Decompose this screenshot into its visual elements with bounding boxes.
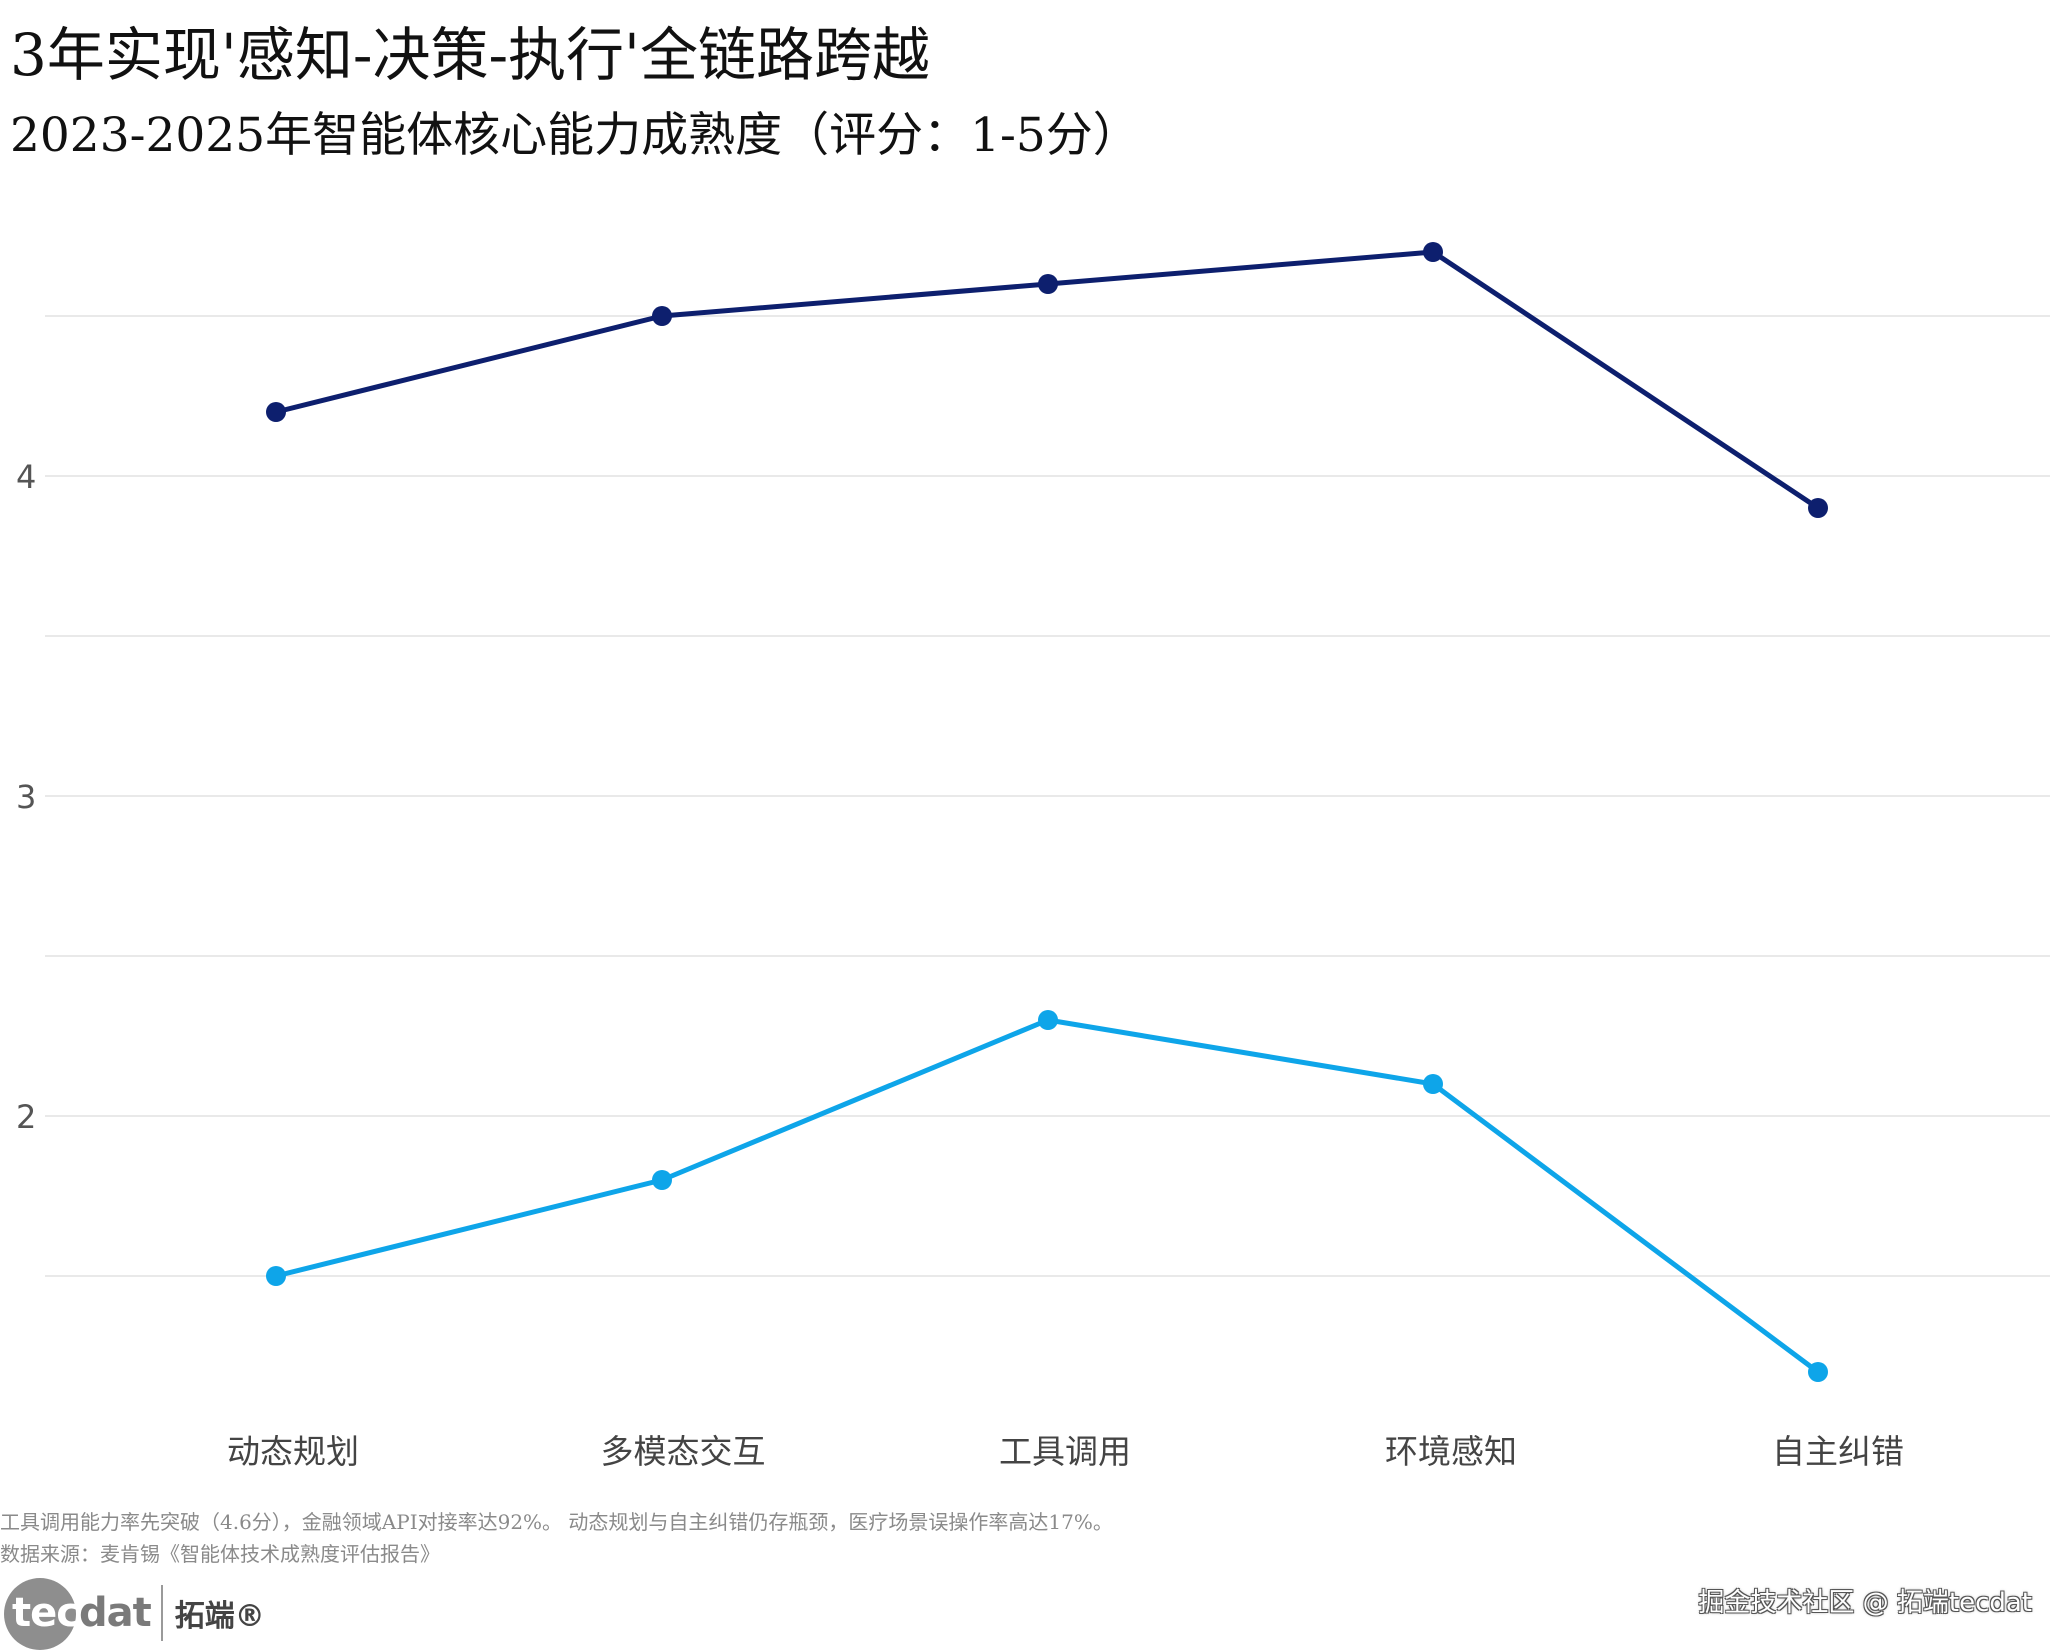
series-line-1	[275, 1017, 1820, 1375]
logo-text-dat: dat	[78, 1590, 152, 1636]
y-tick-label: 3	[16, 778, 36, 816]
x-tick-label: 动态规划	[227, 1432, 359, 1471]
watermark: 掘金技术社区 @ 拓端tecdat	[1698, 1588, 2032, 1618]
data-point	[652, 306, 672, 326]
y-tick-label: 2	[16, 1098, 36, 1136]
data-point	[1423, 242, 1443, 262]
data-point	[652, 1170, 672, 1190]
logo-text-tec: tec	[12, 1590, 80, 1636]
logo-text-cn: 拓端®	[174, 1599, 265, 1634]
data-point	[1038, 274, 1058, 294]
data-point	[1038, 1010, 1058, 1030]
x-tick-label: 多模态交互	[601, 1432, 766, 1471]
footnote-insight: 工具调用能力率先突破（4.6分），金融领域API对接率达92%。 动态规划与自主…	[0, 1510, 1113, 1534]
tecdat-logo: tec dat 拓端®	[4, 1578, 265, 1650]
data-point	[1808, 498, 1828, 518]
x-tick-label: 环境感知	[1385, 1432, 1517, 1471]
x-axis-ticks: 动态规划 多模态交互 工具调用 环境感知 自主纠错	[227, 1432, 1904, 1471]
x-tick-label: 自主纠错	[1772, 1432, 1904, 1471]
chart-subtitle: 2023-2025年智能体核心能力成熟度（评分：1-5分）	[10, 108, 1140, 163]
y-tick-label: 4	[16, 458, 36, 496]
data-point	[1423, 1074, 1443, 1094]
data-point	[266, 1266, 286, 1286]
data-point	[266, 402, 286, 422]
line-chart: 2 3 4 动态规划 多模态交互 工具调用 环境感知 自主纠错	[16, 242, 2050, 1471]
chart-title: 3年实现'感知-决策-执行'全链路跨越	[10, 21, 930, 89]
logo-circle-icon	[4, 1578, 76, 1650]
data-point	[1808, 1362, 1828, 1382]
logo-divider	[160, 1585, 163, 1641]
x-tick-label: 工具调用	[999, 1432, 1131, 1471]
grid-lines	[45, 315, 2050, 1277]
footnote-source: 数据来源：麦肯锡《智能体技术成熟度评估报告》	[0, 1542, 440, 1566]
series-group	[266, 242, 1828, 1382]
y-axis-ticks: 2 3 4	[16, 458, 36, 1136]
